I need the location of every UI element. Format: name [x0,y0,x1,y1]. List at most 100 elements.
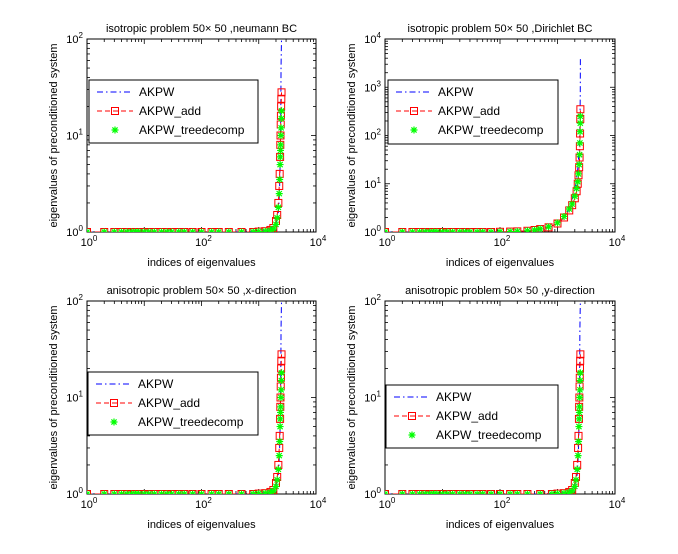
x-tick-label: 102 [494,234,511,249]
series-akpw [87,39,283,232]
x-tick-label: 100 [81,234,98,249]
data-point [398,490,406,494]
data-point [523,227,531,232]
data-point [276,415,284,423]
x-tick-label: 104 [310,234,327,249]
legend-marker [410,107,418,115]
data-point [568,487,576,494]
data-point [180,490,188,494]
chart-panel-4: 100 102 104 100 101 102 anisotropic problem 50… [346,285,626,531]
data-point [576,369,584,377]
series-akpw [87,301,283,494]
data-point [87,490,91,494]
data-point [278,369,286,377]
data-point [523,490,531,494]
data-point [496,228,504,232]
data-point [261,227,269,232]
plot-area [385,301,585,494]
chart-title: isotropic problem 50× 50 ,neumann BC [106,23,297,35]
data-point [571,192,579,200]
data-point [487,490,495,494]
data-point [568,200,576,208]
x-tick-label: 102 [195,234,212,249]
data-point [276,161,284,169]
data-point [273,476,281,484]
data-point [575,170,583,178]
data-point [575,437,583,445]
legend: AKPW AKPW_add AKPW_treedecomp [387,79,559,145]
data-point [277,356,286,365]
data-point [238,228,246,232]
data-point [225,490,233,494]
y-tick-label: 103 [364,79,381,94]
series-line [385,301,581,494]
data-point [449,228,457,232]
legend-marker [408,431,416,439]
data-point [277,377,285,385]
data-point [266,226,274,232]
data-point [189,228,197,232]
legend-label: AKPW_add [438,104,500,118]
data-point [277,386,285,394]
data-point [398,228,406,232]
data-point [225,228,233,232]
x-tick-label: 104 [310,496,327,511]
data-point [466,490,474,494]
data-point [554,490,561,494]
data-point [576,386,584,394]
data-point [560,489,568,494]
data-point [536,225,544,232]
data-point [278,107,286,115]
y-axis-label: eigenvalues of preconditioned system [48,305,60,489]
data-point [277,408,285,416]
x-axis-label: indices of eigenvalues [147,257,256,269]
data-point [576,350,585,359]
legend-marker [111,126,119,134]
data-point [479,228,487,232]
y-tick-label: 100 [66,486,83,501]
data-point [110,228,118,232]
x-axis-label: indices of eigenvalues [147,519,256,531]
series-akpw-treedecomp [87,107,286,232]
data-point [168,228,176,232]
data-point [274,465,282,473]
data-point [255,228,263,232]
data-point [545,223,553,231]
data-point [575,408,583,416]
data-point [496,490,504,494]
data-point [198,490,205,494]
legend-marker [111,107,119,115]
data-point [277,94,286,103]
chart-panel-1: 100 102 104 100 101 102 isotropic problem 50× … [48,23,327,269]
data-point [277,115,285,123]
y-tick-label: 101 [364,390,381,405]
data-point [272,482,280,490]
data-point [576,377,584,385]
data-point [574,452,582,460]
legend-label: AKPW_add [436,409,498,423]
data-point [277,403,285,411]
legend-label: AKPW_add [138,396,200,410]
data-point [560,212,568,220]
data-point [513,227,521,232]
data-point [277,124,285,132]
legend-label: AKPW [436,390,472,404]
data-point [275,190,283,198]
data-point [269,487,277,494]
y-axis-label: eigenvalues of preconditioned system [48,43,60,227]
x-tick-label: 100 [379,496,396,511]
plot-area [87,301,286,494]
data-point [466,228,474,232]
data-point [531,226,539,232]
data-point [266,488,274,494]
legend-label: AKPW_treedecomp [438,123,544,137]
plot-area [87,39,286,232]
legend-marker [110,418,118,426]
data-point [274,203,282,211]
data-point [554,219,561,227]
data-point [277,394,285,401]
y-tick-label: 100 [364,486,381,501]
legend-label: AKPW [438,85,474,99]
data-point [276,423,284,431]
